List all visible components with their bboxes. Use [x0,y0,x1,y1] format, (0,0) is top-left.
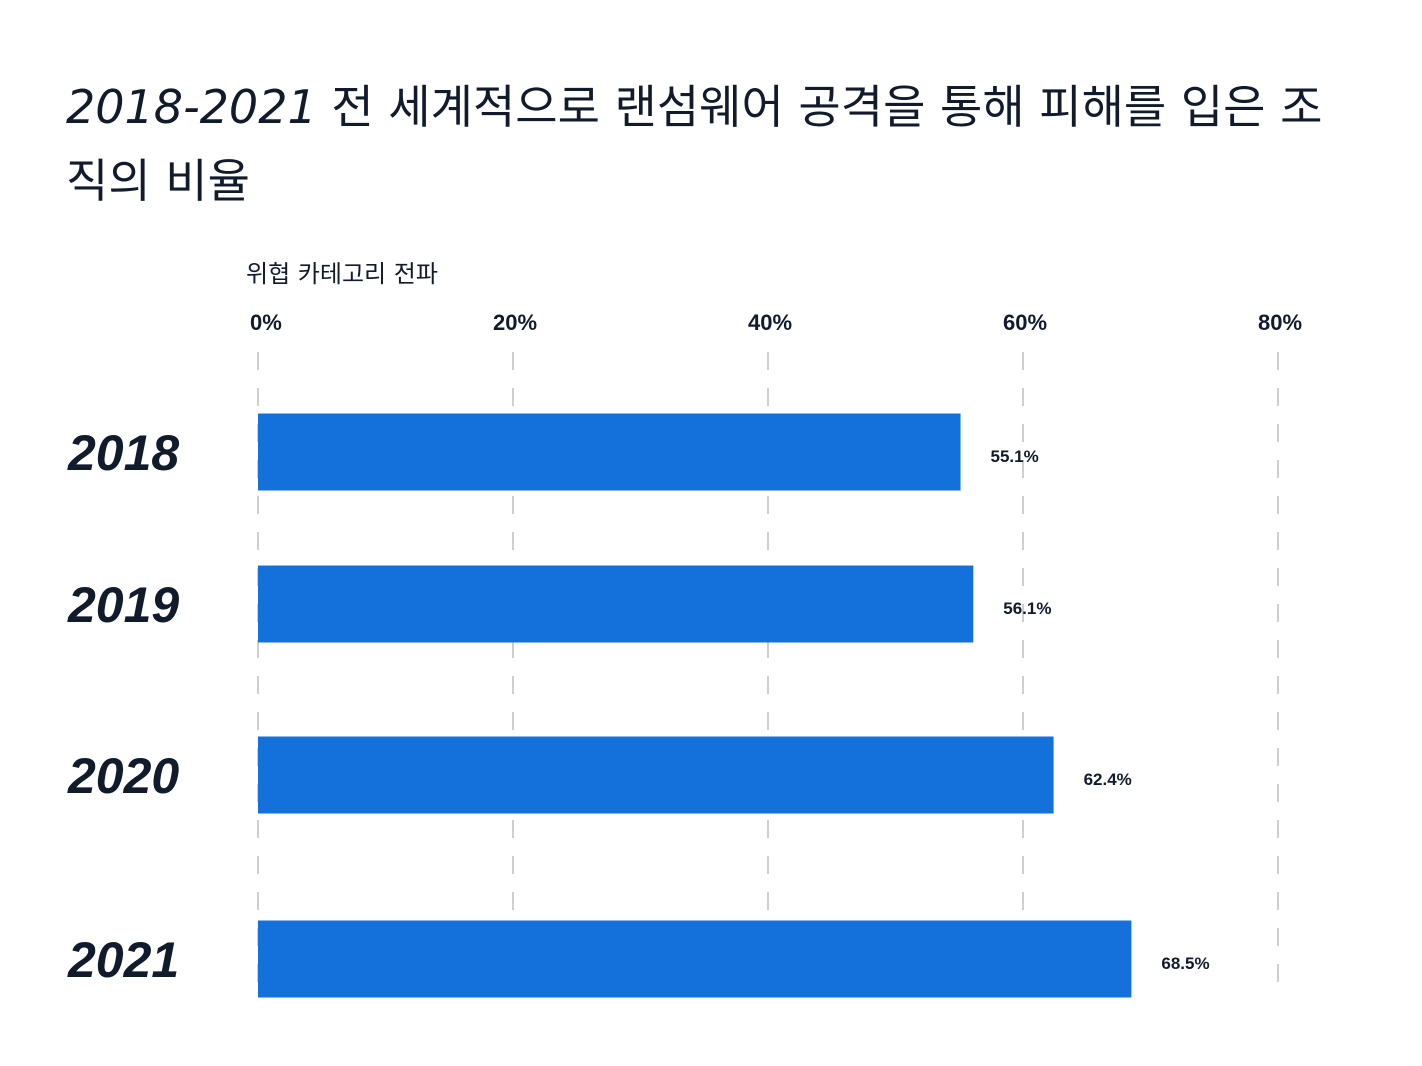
x-tick-label-4: 80% [1258,310,1302,335]
value-label-2018: 55.1% [991,447,1039,466]
x-tick-label-3: 60% [1003,310,1047,335]
value-label-2019: 56.1% [1003,599,1051,618]
bar-2019 [258,565,974,643]
value-label-2021: 68.5% [1161,954,1209,973]
bar-2018 [258,413,961,491]
value-label-2020: 62.4% [1084,770,1132,789]
bar-2021 [258,920,1132,998]
chart-title-text: 전 세계적으로 랜섬웨어 공격을 통해 피해를 입은 조직의 비율 [66,80,1323,208]
chart-title: 2018-2021 전 세계적으로 랜섬웨어 공격을 통해 피해를 입은 조직의… [66,70,1356,218]
chart-title-year: 2018-2021 [66,80,317,134]
x-tick-label-0: 0% [250,310,282,335]
category-label-2021: 2021 [67,932,179,988]
x-tick-label-1: 20% [493,310,537,335]
chart-subtitle: 위협 카테고리 전파 [246,260,438,288]
x-tick-label-2: 40% [748,310,792,335]
category-label-2020: 2020 [67,748,179,804]
category-label-2018: 2018 [67,425,179,481]
category-label-2019: 2019 [67,577,179,633]
bar-2020 [258,736,1054,814]
